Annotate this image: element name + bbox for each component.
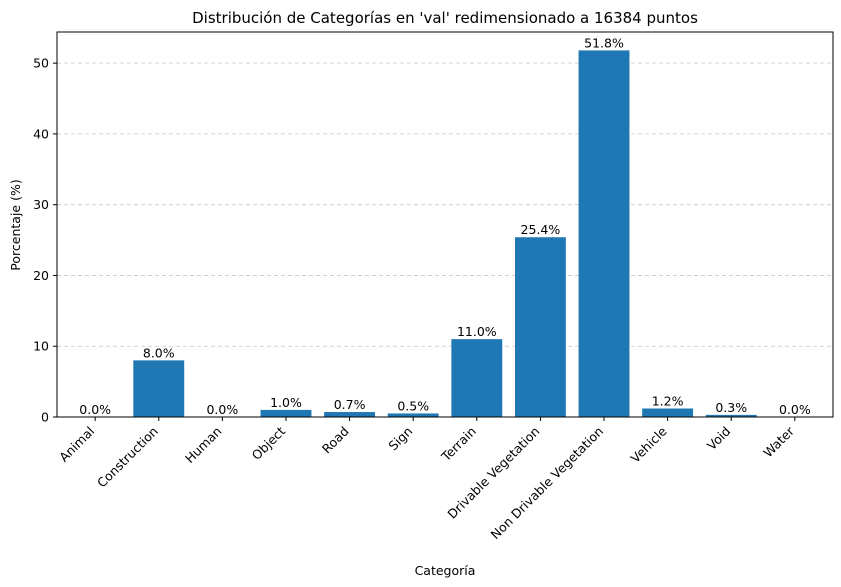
x-tick-label-10: Void	[704, 424, 733, 453]
bar-1	[133, 360, 185, 417]
y-tick-label-0: 0	[41, 410, 49, 425]
x-tick-label-3: Object	[249, 423, 288, 462]
bar-6	[451, 339, 503, 417]
x-tick-label-11: Water	[760, 423, 797, 460]
y-tick-label-3: 30	[33, 197, 49, 212]
data-label-5: 0.5%	[397, 398, 429, 413]
bar-3	[260, 409, 312, 417]
y-axis-ticks: 0 10 20 30 40 50	[33, 56, 57, 425]
plot-frame	[56, 31, 834, 418]
data-label-1: 8.0%	[143, 345, 175, 360]
x-tick-label-2: Human	[182, 424, 224, 466]
x-tick-label-5: Sign	[385, 424, 415, 454]
y-axis-label: Porcentaje (%)	[8, 179, 23, 270]
bar-4	[324, 412, 376, 417]
bars	[133, 50, 757, 418]
y-tick-label-1: 10	[33, 339, 49, 354]
x-axis-label: Categoría	[415, 563, 476, 578]
data-labels: 0.0% 8.0% 0.0% 1.0% 0.7% 0.5% 11.0% 25.4% 51.8% 1…	[79, 35, 811, 417]
bar-8	[578, 50, 630, 418]
x-tick-label-4: Road	[319, 424, 352, 457]
data-label-7: 25.4%	[521, 222, 561, 237]
x-tick-label-0: Animal	[56, 424, 97, 465]
bar-5	[387, 413, 439, 417]
chart-title: Distribución de Categorías en 'val' redi…	[192, 9, 698, 27]
data-label-2: 0.0%	[206, 402, 238, 417]
data-label-9: 1.2%	[652, 394, 684, 409]
x-tick-label-6: Terrain	[438, 424, 479, 465]
y-tick-label-5: 50	[33, 56, 49, 71]
data-label-4: 0.7%	[334, 397, 366, 412]
x-tick-label-8: Non Drivable Vegetation	[488, 424, 607, 543]
data-label-0: 0.0%	[79, 402, 111, 417]
data-label-11: 0.0%	[779, 402, 811, 417]
y-tick-label-2: 20	[33, 268, 49, 283]
bar-7	[514, 237, 566, 417]
data-label-6: 11.0%	[457, 324, 497, 339]
bar-9	[642, 408, 694, 417]
x-tick-label-1: Construction	[94, 424, 161, 491]
data-label-10: 0.3%	[715, 400, 747, 415]
bar-10	[705, 414, 757, 417]
data-label-8: 51.8%	[584, 35, 624, 50]
data-label-3: 1.0%	[270, 395, 302, 410]
y-tick-label-4: 40	[33, 126, 49, 141]
x-tick-label-9: Vehicle	[628, 423, 670, 465]
